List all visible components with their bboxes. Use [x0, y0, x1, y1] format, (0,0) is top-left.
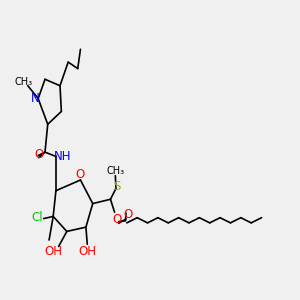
Text: OH: OH: [78, 245, 96, 259]
Text: O: O: [123, 208, 132, 221]
Text: CH₃: CH₃: [106, 167, 124, 176]
Text: N: N: [31, 92, 39, 105]
Text: O: O: [34, 148, 43, 161]
Text: S: S: [114, 180, 121, 193]
Text: OH: OH: [44, 245, 62, 259]
Text: O: O: [112, 213, 122, 226]
Text: O: O: [76, 168, 85, 182]
Text: Cl: Cl: [31, 211, 43, 224]
Text: CH₃: CH₃: [14, 77, 32, 87]
Text: NH: NH: [54, 150, 71, 163]
